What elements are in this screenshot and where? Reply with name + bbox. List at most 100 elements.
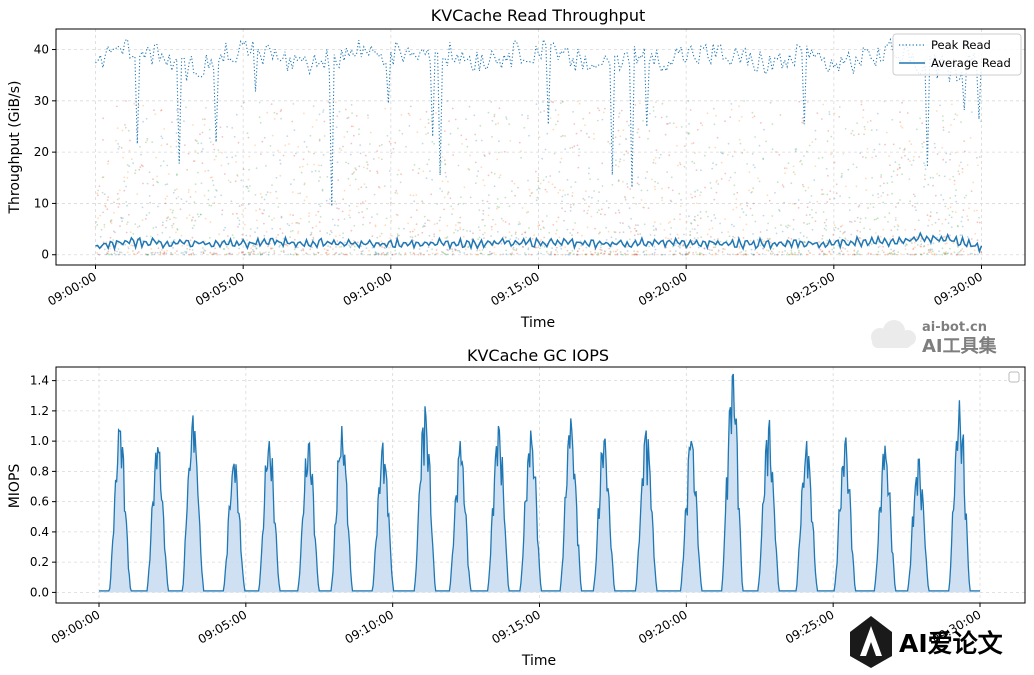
scatter-point bbox=[604, 213, 606, 216]
scatter-point bbox=[164, 202, 167, 205]
scatter-point bbox=[454, 224, 457, 227]
scatter-point bbox=[977, 253, 979, 256]
scatter-point bbox=[260, 153, 262, 156]
scatter-point bbox=[576, 231, 579, 234]
scatter-point bbox=[293, 129, 296, 132]
scatter-point bbox=[270, 247, 272, 250]
scatter-point bbox=[821, 238, 824, 240]
scatter-point bbox=[617, 165, 620, 168]
scatter-point bbox=[363, 183, 366, 186]
scatter-point bbox=[254, 194, 257, 196]
scatter-point bbox=[906, 253, 909, 255]
scatter-point bbox=[880, 174, 883, 176]
scatter-point bbox=[865, 189, 868, 192]
scatter-point bbox=[636, 253, 638, 256]
scatter-point bbox=[327, 245, 329, 248]
scatter-point bbox=[590, 253, 593, 256]
scatter-point bbox=[880, 195, 883, 197]
scatter-point bbox=[807, 186, 810, 189]
scatter-point bbox=[612, 250, 615, 253]
scatter-point bbox=[980, 120, 982, 123]
scatter-point bbox=[942, 119, 944, 122]
scatter-point bbox=[842, 247, 844, 249]
scatter-point bbox=[246, 185, 249, 188]
scatter-point bbox=[514, 233, 517, 235]
scatter-point bbox=[113, 211, 115, 214]
scatter-point bbox=[938, 230, 941, 232]
scatter-point bbox=[886, 253, 889, 256]
scatter-point bbox=[291, 229, 294, 232]
scatter-point bbox=[305, 252, 308, 255]
scatter-point bbox=[188, 248, 191, 251]
scatter-point bbox=[674, 250, 677, 253]
scatter-point bbox=[631, 253, 633, 256]
scatter-point bbox=[202, 251, 205, 253]
scatter-point bbox=[963, 140, 966, 143]
scatter-point bbox=[904, 147, 906, 150]
scatter-point bbox=[357, 241, 359, 244]
scatter-point bbox=[101, 176, 104, 179]
scatter-point bbox=[705, 210, 708, 213]
scatter-point bbox=[333, 224, 336, 227]
scatter-point bbox=[639, 102, 641, 105]
scatter-point bbox=[463, 186, 466, 189]
scatter-point bbox=[605, 200, 608, 202]
scatter-point bbox=[744, 250, 747, 252]
scatter-point bbox=[518, 221, 521, 223]
scatter-point bbox=[598, 232, 600, 235]
scatter-point bbox=[792, 218, 795, 221]
scatter-point bbox=[260, 253, 262, 256]
scatter-point bbox=[618, 231, 621, 234]
scatter-point bbox=[119, 189, 121, 192]
scatter-point bbox=[338, 246, 341, 248]
scatter-point bbox=[180, 252, 183, 254]
scatter-point bbox=[223, 229, 225, 232]
scatter-point bbox=[238, 223, 241, 226]
scatter-point bbox=[581, 253, 584, 256]
scatter-point bbox=[508, 123, 511, 126]
scatter-point bbox=[822, 193, 825, 196]
scatter-point bbox=[223, 173, 226, 175]
scatter-point bbox=[190, 253, 193, 256]
scatter-point bbox=[484, 155, 486, 158]
scatter-point bbox=[853, 253, 855, 256]
scatter-point bbox=[360, 253, 362, 255]
scatter-point bbox=[702, 253, 705, 256]
scatter-point bbox=[444, 253, 447, 255]
scatter-point bbox=[493, 252, 495, 254]
scatter-point bbox=[364, 154, 367, 157]
scatter-point bbox=[119, 225, 121, 228]
scatter-point bbox=[758, 144, 761, 147]
scatter-point bbox=[417, 253, 420, 256]
scatter-point bbox=[766, 194, 769, 197]
scatter-point bbox=[655, 228, 658, 231]
scatter-point bbox=[538, 224, 541, 227]
scatter-point bbox=[766, 238, 769, 240]
scatter-point bbox=[496, 231, 499, 233]
scatter-point bbox=[798, 251, 800, 254]
scatter-point bbox=[694, 215, 696, 218]
scatter-point bbox=[715, 163, 718, 166]
scatter-point bbox=[149, 201, 152, 204]
scatter-point bbox=[688, 215, 690, 218]
scatter-point bbox=[200, 213, 202, 216]
scatter-point bbox=[833, 197, 836, 200]
scatter-point bbox=[275, 190, 277, 193]
scatter-point bbox=[544, 148, 547, 151]
scatter-point bbox=[294, 252, 297, 255]
scatter-point bbox=[689, 234, 692, 237]
scatter-point bbox=[642, 251, 645, 254]
scatter-point bbox=[700, 236, 703, 239]
scatter-point bbox=[431, 178, 433, 181]
scatter-point bbox=[833, 247, 835, 250]
scatter-point bbox=[161, 137, 164, 140]
scatter-point bbox=[739, 142, 742, 145]
scatter-point bbox=[106, 199, 109, 201]
scatter-point bbox=[243, 253, 246, 256]
scatter-point bbox=[303, 140, 306, 143]
scatter-point bbox=[802, 235, 805, 238]
y-tick-label: 0.8 bbox=[30, 464, 49, 478]
scatter-point bbox=[220, 194, 223, 197]
scatter-point bbox=[667, 123, 669, 125]
scatter-point bbox=[286, 135, 289, 138]
